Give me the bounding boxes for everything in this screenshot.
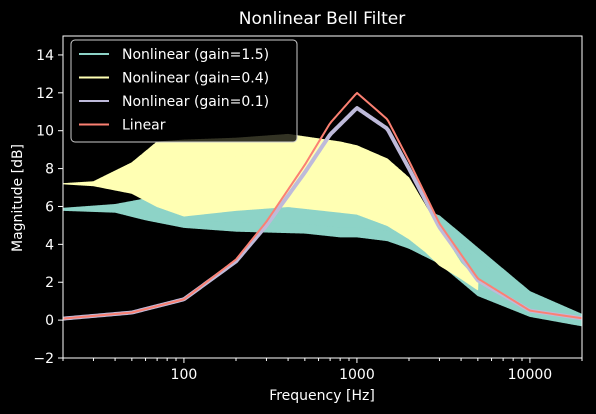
x-tick-label: 100 <box>171 367 198 383</box>
legend-entry-3: Nonlinear (gain=0.1) <box>122 94 269 110</box>
tick-layer: 100 1000 10000 −2 0 2 4 6 8 10 12 14 <box>33 48 583 383</box>
y-tick-label: 4 <box>45 237 54 253</box>
y-tick-label: 10 <box>36 124 54 140</box>
y-tick-label: 14 <box>36 48 54 64</box>
legend-entry-4: Linear <box>122 118 166 134</box>
legend-entry-1: Nonlinear (gain=1.5) <box>122 47 269 63</box>
y-tick-label: 0 <box>45 313 54 329</box>
y-tick-label: −2 <box>33 351 54 367</box>
series-4-line <box>63 91 582 320</box>
legend-entry-2: Nonlinear (gain=0.4) <box>122 71 269 87</box>
y-tick-label: 12 <box>36 86 54 102</box>
y-tick-label: 2 <box>45 275 54 291</box>
x-tick-label: 10000 <box>508 367 553 383</box>
series-1-band <box>63 204 582 323</box>
y-axis-label: Magnitude [dB] <box>10 144 26 252</box>
chart-title: Nonlinear Bell Filter <box>239 9 405 29</box>
series-layer <box>63 91 582 327</box>
series-2-band <box>63 152 478 288</box>
y-tick-label: 6 <box>45 199 54 215</box>
x-tick-label: 1000 <box>339 367 375 383</box>
legend-box <box>70 39 298 143</box>
legend: Nonlinear (gain=1.5) Nonlinear (gain=0.4)… <box>70 39 298 143</box>
x-axis-label: Frequency [Hz] <box>269 388 375 404</box>
plot-frame <box>62 35 583 359</box>
y-tick-label: 8 <box>45 162 54 178</box>
